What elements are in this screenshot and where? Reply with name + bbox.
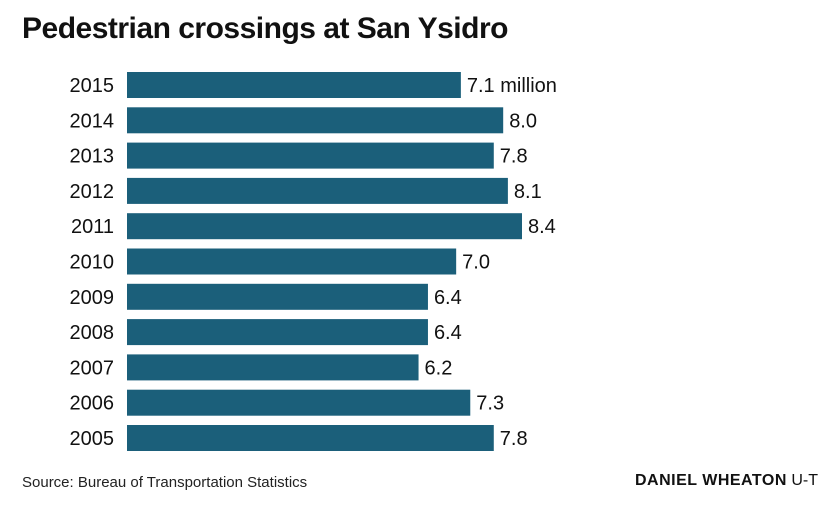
category-label-2011: 2011 [71,216,114,238]
category-label-2008: 2008 [70,322,115,344]
bar-2011 [127,213,522,240]
value-label-2012: 8.1 [514,181,542,203]
bar-2014 [127,107,504,134]
value-label-2013: 7.8 [500,146,528,168]
credit-org: U-T [791,472,818,489]
value-label-2015: 7.1 million [467,75,557,97]
credit: DANIEL WHEATON U-T [635,472,818,490]
bar-2013 [127,142,494,169]
bar-2010 [127,248,457,275]
credit-name: DANIEL WHEATON [635,472,787,489]
category-label-2005: 2005 [70,428,115,450]
bar-2007 [127,354,419,381]
category-label-2006: 2006 [70,393,115,415]
value-label-2014: 8.0 [509,110,537,132]
category-label-2014: 2014 [70,110,115,132]
bar-2012 [127,177,508,204]
chart-title: Pedestrian crossings at San Ysidro [22,12,508,45]
bar-2008 [127,319,428,346]
bar-2009 [127,283,428,310]
bar-2005 [127,425,494,451]
value-label-2011: 8.4 [528,216,556,238]
value-label-2008: 6.4 [434,322,462,344]
source-note: Source: Bureau of Transportation Statist… [22,474,308,491]
category-label-2013: 2013 [70,146,115,168]
category-label-2007: 2007 [70,357,115,379]
bar-2006 [127,389,471,416]
value-label-2005: 7.8 [500,428,528,450]
category-label-2012: 2012 [70,181,115,203]
value-label-2006: 7.3 [476,393,504,415]
bar-2015 [127,72,461,98]
category-label-2009: 2009 [70,287,115,309]
category-label-2010: 2010 [70,252,115,274]
category-label-2015: 2015 [70,75,115,97]
value-label-2007: 6.2 [425,357,453,379]
value-label-2009: 6.4 [434,287,462,309]
value-label-2010: 7.0 [462,252,490,274]
